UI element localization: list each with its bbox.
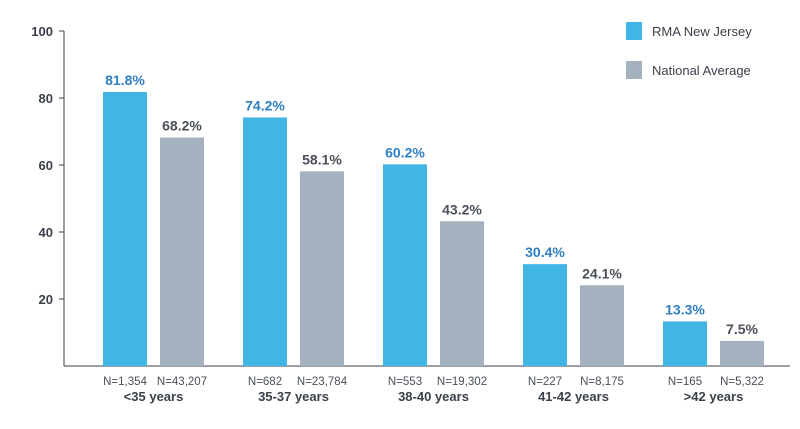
- bar-national-average: [440, 221, 484, 366]
- data-label: 43.2%: [442, 201, 482, 217]
- bar-rma-new-jersey: [383, 164, 427, 366]
- legend-swatch: [626, 61, 642, 79]
- y-tick-label: 80: [39, 91, 53, 106]
- bar-rma-new-jersey: [523, 264, 567, 366]
- sample-size-label: N=682: [248, 376, 282, 388]
- sample-size-label: N=8,175: [580, 376, 624, 388]
- data-label: 30.4%: [525, 244, 565, 260]
- data-label: 68.2%: [162, 118, 202, 134]
- legend-label: RMA New Jersey: [652, 24, 752, 39]
- data-label: 24.1%: [582, 265, 622, 281]
- sample-size-label: N=19,302: [437, 376, 487, 388]
- data-label: 74.2%: [245, 97, 285, 113]
- bar-rma-new-jersey: [243, 117, 287, 367]
- legend-swatch: [626, 22, 642, 40]
- y-tick-label: 20: [39, 292, 53, 307]
- y-tick-label: 60: [39, 158, 53, 173]
- sample-size-label: N=1,354: [103, 376, 147, 388]
- x-category-label: >42 years: [684, 389, 744, 404]
- sample-size-label: N=553: [388, 376, 422, 388]
- y-tick-label: 40: [39, 225, 53, 240]
- sample-size-label: N=227: [528, 376, 562, 388]
- data-label: 7.5%: [726, 321, 758, 337]
- x-category-label: <35 years: [124, 389, 184, 404]
- sample-size-label: N=165: [668, 376, 702, 388]
- bar-national-average: [160, 137, 204, 366]
- data-label: 13.3%: [665, 301, 705, 317]
- x-category-label: 41-42 years: [538, 389, 609, 404]
- sample-size-label: N=5,322: [720, 376, 764, 388]
- data-label: 81.8%: [105, 72, 145, 88]
- bar-national-average: [300, 171, 344, 366]
- bar-rma-new-jersey: [103, 91, 147, 366]
- bar-national-average: [580, 285, 624, 366]
- data-label: 60.2%: [385, 144, 425, 160]
- bar-national-average: [720, 340, 764, 366]
- data-label: 58.1%: [302, 151, 342, 167]
- x-category-label: 38-40 years: [398, 389, 469, 404]
- legend-label: National Average: [652, 63, 751, 78]
- sample-size-label: N=23,784: [297, 376, 348, 388]
- y-tick-label: 100: [31, 24, 53, 39]
- sample-size-label: N=43,207: [157, 376, 207, 388]
- bar-rma-new-jersey: [663, 321, 707, 366]
- x-category-label: 35-37 years: [258, 389, 329, 404]
